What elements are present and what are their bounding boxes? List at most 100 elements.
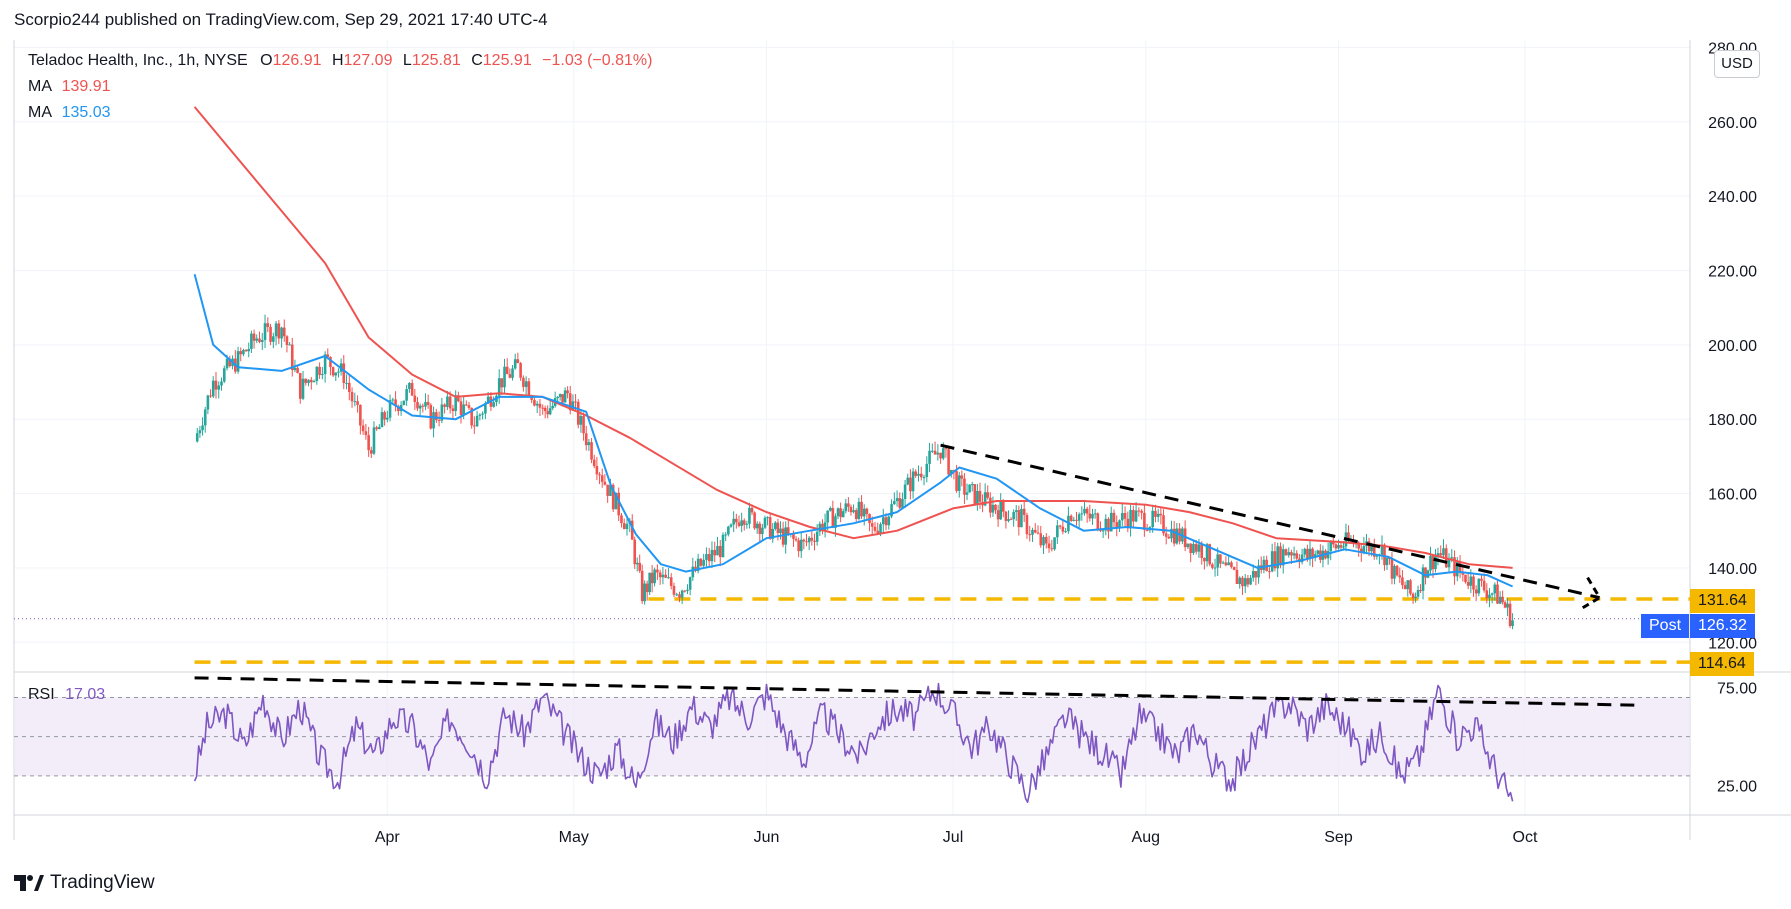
rsi-line bbox=[193, 682, 1514, 803]
candle-body bbox=[797, 540, 800, 552]
tradingview-logo[interactable]: TradingView bbox=[14, 872, 155, 894]
candle-body bbox=[454, 395, 457, 412]
candle-body bbox=[721, 534, 725, 558]
time-tick-label: Jul bbox=[943, 829, 963, 846]
candle-body bbox=[558, 394, 562, 398]
candle-body bbox=[716, 545, 719, 556]
candle-body bbox=[862, 508, 866, 517]
candle-body bbox=[879, 524, 882, 534]
candle-body bbox=[991, 504, 995, 513]
tradingview-brand: TradingView bbox=[50, 872, 155, 893]
candle-body bbox=[1367, 541, 1371, 552]
candle-body bbox=[513, 359, 517, 369]
candle-body bbox=[805, 541, 808, 543]
candle-body bbox=[556, 397, 559, 399]
candle-body bbox=[1262, 559, 1266, 570]
candle-body bbox=[296, 367, 299, 374]
candle-body bbox=[1093, 513, 1097, 515]
candle-body bbox=[1411, 593, 1415, 598]
candle-body bbox=[516, 359, 520, 364]
support-lower-tag: 114.64 bbox=[1690, 652, 1754, 676]
candle-body bbox=[1053, 537, 1056, 550]
candle-body bbox=[999, 500, 1003, 520]
candle-body bbox=[1287, 552, 1291, 556]
candle-body bbox=[753, 512, 756, 529]
candle-body bbox=[440, 404, 444, 421]
candle-body bbox=[1469, 576, 1473, 586]
candle-body bbox=[1254, 571, 1258, 578]
candle-body bbox=[852, 510, 855, 513]
candle-body bbox=[1172, 528, 1176, 544]
candle-body bbox=[1403, 585, 1407, 590]
candle-body bbox=[222, 368, 226, 382]
candle-body bbox=[1224, 562, 1228, 566]
candle-body bbox=[807, 537, 811, 543]
candle-body bbox=[1490, 593, 1494, 595]
candle-body bbox=[727, 526, 730, 535]
candle-body bbox=[1329, 542, 1333, 552]
ma1-value: 139.91 bbox=[61, 78, 111, 95]
ma2-legend: MA 135.03 bbox=[28, 104, 111, 122]
candle-body bbox=[750, 507, 754, 513]
candle-body bbox=[939, 452, 942, 459]
candle-body bbox=[1342, 546, 1345, 548]
candle-body bbox=[1014, 510, 1018, 512]
candle-body bbox=[606, 484, 609, 496]
time-tick-label: Jun bbox=[754, 829, 780, 846]
candle-body bbox=[576, 401, 580, 425]
time-tick-label: Oct bbox=[1513, 829, 1538, 846]
price-trendline bbox=[940, 443, 1600, 600]
candle-body bbox=[1031, 529, 1034, 535]
candle-body bbox=[854, 510, 858, 519]
candle-body bbox=[1044, 536, 1048, 544]
candle-body bbox=[1235, 569, 1239, 584]
candle-body bbox=[1020, 508, 1023, 528]
candle-body bbox=[478, 414, 482, 416]
candle-body bbox=[1064, 531, 1067, 533]
candle-body bbox=[696, 558, 700, 572]
candle-body bbox=[831, 508, 835, 528]
currency-badge[interactable]: USD bbox=[1714, 50, 1760, 78]
candle-body bbox=[1107, 518, 1110, 532]
candle-body bbox=[323, 354, 327, 374]
candle-body bbox=[1482, 580, 1486, 591]
candle-body bbox=[784, 527, 787, 545]
rsi-label: RSI bbox=[28, 686, 55, 703]
candle-body bbox=[361, 425, 365, 432]
candle-body bbox=[1450, 557, 1454, 559]
candle-body bbox=[1311, 548, 1314, 558]
candle-body bbox=[1186, 543, 1190, 548]
candle-body bbox=[1436, 553, 1440, 557]
candle-body bbox=[826, 510, 829, 523]
candle-body bbox=[1096, 513, 1100, 530]
candle-body bbox=[957, 475, 961, 491]
candle-body bbox=[774, 522, 777, 529]
candle-body bbox=[828, 508, 832, 511]
candle-body bbox=[546, 411, 549, 415]
candle-body bbox=[834, 516, 837, 528]
trendline-arrowhead bbox=[1578, 576, 1602, 611]
ma1-label: MA bbox=[28, 78, 52, 95]
candle-body bbox=[1230, 562, 1233, 568]
candle-body bbox=[1251, 571, 1255, 578]
candle-body bbox=[1028, 534, 1032, 536]
candle-body bbox=[1406, 580, 1410, 590]
candle-body bbox=[1058, 525, 1062, 527]
candle-body bbox=[1200, 544, 1204, 558]
candle-body bbox=[928, 450, 931, 464]
tradingview-logo-icon bbox=[14, 875, 44, 891]
candle-body bbox=[661, 574, 665, 578]
candle-body bbox=[1140, 510, 1143, 513]
candle-body bbox=[1004, 511, 1008, 521]
candle-body bbox=[298, 373, 302, 399]
low-value: 125.81 bbox=[411, 52, 461, 69]
candle-body bbox=[437, 420, 441, 422]
candle-body bbox=[1290, 552, 1293, 556]
candle-body bbox=[1132, 510, 1135, 522]
candle-body bbox=[917, 473, 920, 476]
candle-body bbox=[1194, 543, 1198, 552]
candle-body bbox=[1238, 577, 1242, 584]
candle-body bbox=[1056, 525, 1059, 538]
candle-body bbox=[1164, 533, 1168, 537]
